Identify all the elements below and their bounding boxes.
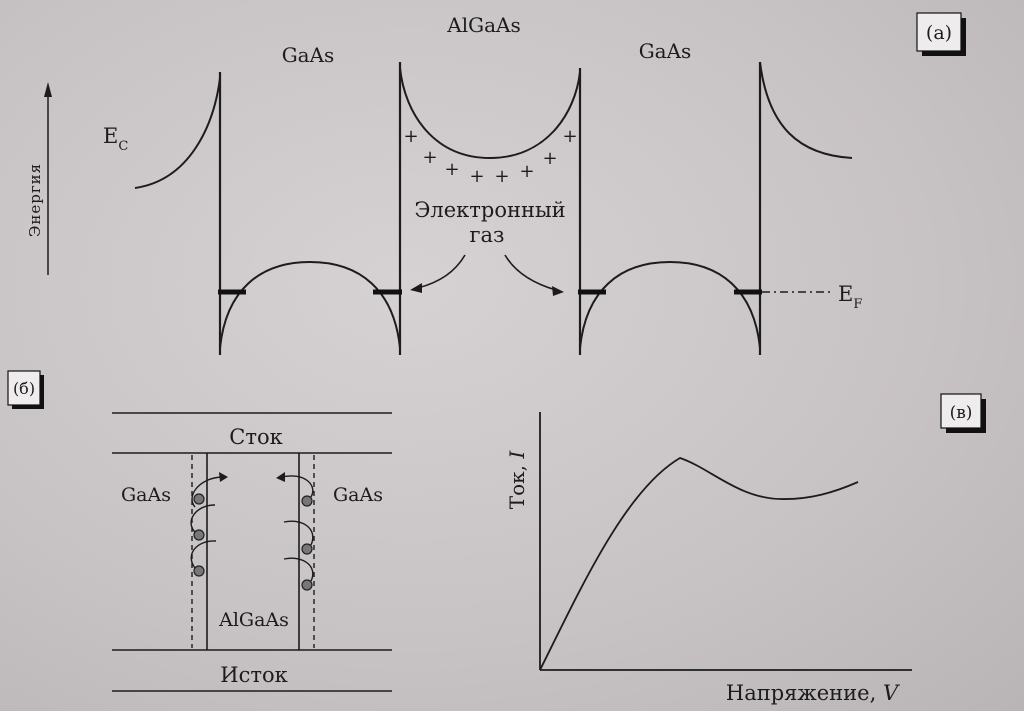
plus-sign: +: [494, 166, 509, 187]
electron: [301, 543, 313, 555]
y-axis-label-text: Ток,: [505, 459, 529, 510]
plus-sign: +: [562, 126, 577, 147]
electron: [193, 565, 205, 577]
conduction-band-left: [134, 77, 221, 189]
panel-a: Энергия + + + + + + +: [26, 12, 966, 355]
panel-a-tag: (a): [926, 22, 952, 44]
electron: [193, 529, 205, 541]
electron-gas-label-line1: Электронный: [414, 198, 565, 222]
channel-label-algaas: AlGaAs: [218, 609, 289, 631]
electron-trajectory: [281, 475, 314, 498]
electron: [193, 493, 205, 505]
electron: [301, 495, 313, 507]
y-axis-label: Ток, I: [505, 450, 529, 510]
panel-c: (в) Ток, I Напряжение, V: [505, 393, 986, 705]
conduction-band-right: [759, 61, 853, 159]
plus-sign: +: [422, 147, 437, 168]
y-axis-label-symbol: I: [505, 450, 529, 460]
lower-band-right-well: [579, 260, 761, 349]
x-axis-label-text: Напряжение,: [726, 681, 883, 705]
electron-trajectory: [283, 557, 314, 582]
source-label: Исток: [220, 663, 287, 687]
panel-c-tag: (в): [950, 403, 973, 423]
ec-label-main: E: [103, 124, 118, 148]
layer-label-gaas-right: GaAs: [639, 39, 692, 63]
energy-axis-arrowhead: [44, 82, 52, 97]
donor-charges: + + + + + + + +: [403, 126, 577, 187]
plus-sign: +: [469, 166, 484, 187]
electron-trajectory: [190, 504, 216, 533]
gaas-label-right: GaAs: [333, 484, 383, 506]
plus-sign: +: [403, 126, 418, 147]
iv-curve: [539, 457, 859, 671]
ef-label: EF: [838, 282, 862, 312]
ef-label-main: E: [838, 282, 853, 306]
electron: [301, 579, 313, 591]
x-axis-label-symbol: V: [883, 681, 900, 705]
panel-a-tag-box: [916, 12, 962, 52]
gas-arrow-left-head: [410, 283, 422, 293]
gas-arrow-left: [417, 254, 466, 289]
electron-trajectory: [190, 540, 217, 569]
ec-label: EC: [103, 124, 128, 154]
conduction-band-middle: [399, 67, 581, 160]
gaas-label-left: GaAs: [121, 484, 171, 506]
trajectory-arrowhead: [219, 472, 228, 482]
panel-b: (б): [7, 370, 392, 692]
electron-trajectory: [191, 476, 223, 508]
ec-label-sub: C: [118, 139, 128, 154]
panel-b-tag: (б): [13, 379, 35, 398]
layer-label-algaas: AlGaAs: [446, 13, 520, 37]
layer-label-gaas-left: GaAs: [282, 43, 335, 67]
lower-band-left-well: [219, 260, 401, 349]
panel-c-tag-box: [940, 393, 982, 429]
panel-b-tag-box: [7, 370, 41, 406]
electron-gas-label-line2: газ: [470, 223, 505, 247]
gas-arrow-right-head: [552, 286, 564, 296]
plus-sign: +: [444, 159, 459, 180]
gas-arrow-right: [504, 254, 557, 291]
plus-sign: +: [519, 161, 534, 182]
electrons-right: [276, 472, 314, 591]
plus-sign: +: [542, 148, 557, 169]
electrons-left: [190, 472, 228, 577]
ef-label-sub: F: [853, 297, 862, 312]
x-axis-label: Напряжение, V: [726, 681, 900, 705]
drain-label: Сток: [229, 425, 282, 449]
energy-axis-label: Энергия: [26, 163, 44, 237]
electron-trajectory: [283, 520, 314, 546]
trajectory-arrowhead: [276, 472, 285, 482]
